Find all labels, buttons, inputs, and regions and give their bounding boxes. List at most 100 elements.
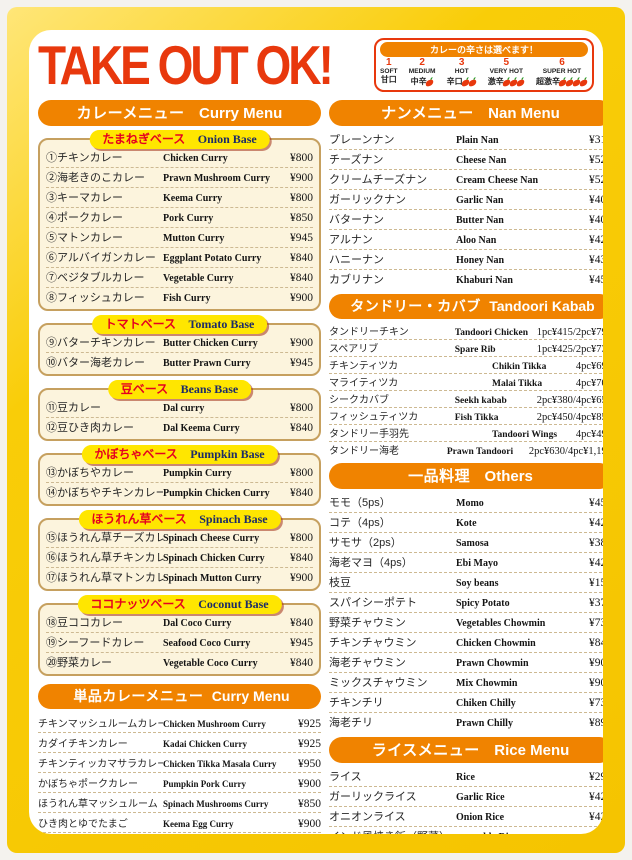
item-name-jp: かぼちゃポークカレー <box>38 778 138 790</box>
item-name-jp: 海老チリ <box>329 717 373 729</box>
menu-item-row: ⑬かぼちやカレー Pumpkin Curry ¥800 <box>46 463 313 483</box>
item-name-en: Malai Tikka <box>492 379 543 389</box>
menu-item-row: モモ（5ps） Momo ¥450 <box>329 493 603 513</box>
item-price: ¥900 <box>298 817 321 830</box>
item-price: ¥925 <box>298 717 321 730</box>
item-price: ¥800 <box>290 532 313 544</box>
rice-header-jp: ライスメニュー <box>371 742 480 759</box>
menu-item-row: ひき肉とゆでたまご Keema Egg Curry ¥900 <box>38 813 321 833</box>
item-price: ¥900 <box>589 677 603 689</box>
takeout-title: TAKE OUT OK! <box>38 34 334 96</box>
menu-item-row: 海老チャウミン Prawn Chowmin ¥900 <box>329 653 603 673</box>
spice-level-number: 5 <box>503 57 510 69</box>
item-name-jp: インド風焼き飯（野菜） <box>329 828 456 834</box>
menu-item-row: スペアリブ Spare Rib 1pc¥425/2pc¥735 <box>329 340 603 357</box>
item-name-jp: ガーリックナン <box>329 194 406 206</box>
item-price: ¥375 <box>589 597 603 609</box>
item-price: ¥400 <box>589 214 603 226</box>
item-name-en: Mutton Curry <box>163 233 225 244</box>
item-name-jp: ⑫豆ひき肉カレー <box>46 422 134 434</box>
menu-item-row: ⑱豆ココカレー Dal Coco Curry ¥840 <box>46 613 313 633</box>
spice-level: 1 SOFT 甘口 <box>380 58 398 86</box>
chili-pepper-icon <box>565 76 574 87</box>
item-price: 2pc¥450/4pc¥850 <box>536 412 603 423</box>
onion-base-section: たまねぎベース Onion Base ①チキンカレー Chicken Curry… <box>38 130 321 311</box>
item-price: ¥800 <box>290 402 313 414</box>
spice-level-en: SOFT <box>380 67 398 75</box>
item-name-en: Rice <box>456 772 475 783</box>
rice-header-en: Rice Menu <box>494 742 570 759</box>
menu-item-row: ⑳野菜カレー Vegetable Coco Curry ¥840 <box>46 653 313 672</box>
item-name-en: Dal Coco Curry <box>163 618 232 629</box>
menu-columns: カレーメニュー Curry Menu たまねぎベース Onion Base ①チ… <box>38 97 603 834</box>
menu-item-row: たまごカレー Egg Curry ¥850 <box>38 833 321 834</box>
item-price: 2pc¥630/4pc¥1,190 <box>528 446 603 457</box>
item-name-en: Chicken Curry <box>163 153 228 164</box>
menu-item-row: ⑤マトンカレー Mutton Curry ¥945 <box>46 228 313 248</box>
menu-item-row: 海老マヨ（4ps） Ebi Mayo ¥425 <box>329 553 603 573</box>
menu-item-row: カダイチキンカレー Kadai Chicken Curry ¥925 <box>38 733 321 753</box>
spinach-base-title: ほうれん草ベース Spinach Base <box>78 510 281 529</box>
menu-item-row: ①チキンカレー Chicken Curry ¥800 <box>46 148 313 168</box>
item-price: ¥840 <box>290 252 313 264</box>
item-name-en: Chiken Chilly <box>456 698 516 709</box>
menu-item-row: チキンティッカマサラカレー Chicken Tikka Masala Curry… <box>38 753 321 773</box>
pumpkin-base-section: かぼちゃベース Pumpkin Base ⑬かぼちやカレー Pumpkin Cu… <box>38 445 321 506</box>
menu-item-row: ②海老きのこカレー Prawn Mushroom Curry ¥900 <box>46 168 313 188</box>
item-name-en: Pork Curry <box>163 213 214 224</box>
menu-item-row: フィッシュティツカ Fish Tikka 2pc¥450/4pc¥850 <box>329 408 603 425</box>
spice-level-en: VERY HOT <box>489 67 523 75</box>
item-name-jp: ③キーマカレー <box>46 192 123 204</box>
menu-item-row: タンドリーチキン Tandoori Chicken 1pc¥415/2pc¥79… <box>329 323 603 340</box>
menu-item-row: インド風焼き飯（野菜） vegetable Rice ¥525 <box>329 827 603 834</box>
item-name-en: Kote <box>456 518 477 529</box>
item-price: ¥840 <box>290 552 313 564</box>
spinach-base-section: ほうれん草ベース Spinach Base ⑮ほうれん草チーズカレー Spina… <box>38 510 321 591</box>
item-name-jp: ⑦ベジタブルカレー <box>46 272 145 284</box>
item-name-en: Dal curry <box>163 403 205 414</box>
item-name-jp: カブリナン <box>329 274 384 286</box>
item-name-en: Pumpkin Chicken Curry <box>163 488 270 499</box>
item-name-jp: タンドリーチキン <box>329 327 409 338</box>
item-name-en: Seafood Coco Curry <box>163 638 251 649</box>
item-price: ¥735 <box>589 697 603 709</box>
item-name-jp: 海老マヨ（4ps） <box>329 557 413 569</box>
menu-item-row: ⑧フィッシュカレー Fish Curry ¥900 <box>46 288 313 307</box>
tandoori-header-jp: タンドリー・カバブ <box>350 298 481 314</box>
item-name-en: Chicken Mushroom Curry <box>163 718 266 729</box>
item-name-en: Honey Nan <box>456 255 505 266</box>
item-name-en: Pumpkin Pork Curry <box>163 778 247 789</box>
item-price: ¥890 <box>589 717 603 729</box>
others-list: モモ（5ps） Momo ¥450 コテ（4ps） Kote ¥425 サモサ（… <box>329 493 603 732</box>
menu-item-row: ③キーマカレー Keema Curry ¥800 <box>46 188 313 208</box>
item-price: ¥840 <box>290 422 313 434</box>
tandoori-list: タンドリーチキン Tandoori Chicken 1pc¥415/2pc¥79… <box>329 323 603 458</box>
menu-item-row: オニオンライス Onion Rice ¥425 <box>329 807 603 827</box>
item-name-jp: ⑤マトンカレー <box>46 232 123 244</box>
item-name-jp: チーズナン <box>329 154 384 166</box>
item-name-en: Cheese Nan <box>456 155 507 166</box>
item-name-jp: ハニーナン <box>329 254 384 266</box>
item-name-jp: コテ（4ps） <box>329 517 391 529</box>
chili-pepper-icon <box>502 76 511 87</box>
menu-item-row: ④ポークカレー Pork Curry ¥850 <box>46 208 313 228</box>
item-name-en: Spicy Potato <box>456 598 510 609</box>
spice-level-legend: カレーの辛さは選べます！ 1 SOFT 甘口 <box>374 38 594 92</box>
item-price: ¥850 <box>298 797 321 810</box>
menu-item-row: スパイシーポテト Spicy Potato ¥375 <box>329 593 603 613</box>
tandoori-header-en: Tandoori Kabab <box>489 298 595 314</box>
right-column: ナンメニュー Nan Menu プレーンナン Plain Nan ¥315 チー… <box>329 97 603 834</box>
item-price: ¥425 <box>589 557 603 569</box>
item-name-jp: ⑪豆カレー <box>46 402 101 414</box>
nan-header-en: Nan Menu <box>488 105 560 122</box>
menu-item-row: 枝豆 Soy beans ¥150 <box>329 573 603 593</box>
single-curry-list: チキンマッシュルームカレー Chicken Mushroom Curry ¥92… <box>38 713 321 834</box>
menu-card: TAKE OUT OK! カレーの辛さは選べます！ 1 SOFT 甘口 <box>29 30 603 834</box>
item-name-jp: ⑮ほうれん草チーズカレー <box>46 532 163 544</box>
item-name-jp: ④ポークカレー <box>46 212 123 224</box>
chili-icons <box>461 76 477 87</box>
item-price: ¥450 <box>589 274 603 286</box>
spice-legend-title: カレーの辛さは選べます！ <box>380 42 588 58</box>
menu-item-row: ガーリックライス Garlic Rice ¥425 <box>329 787 603 807</box>
